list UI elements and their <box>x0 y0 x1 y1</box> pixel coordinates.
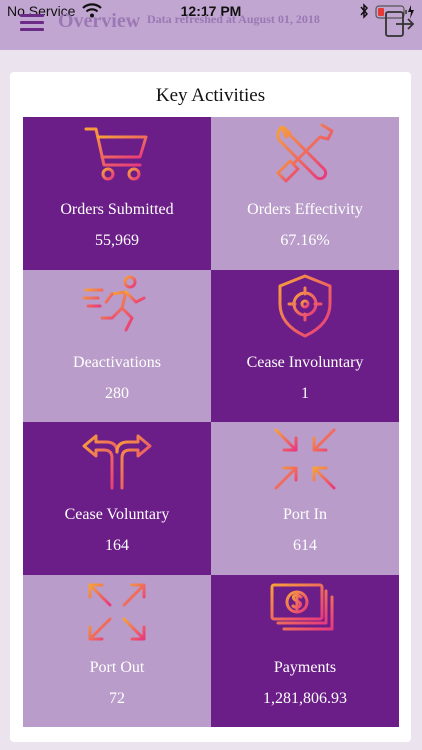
arrows-outward-icon <box>88 583 146 640</box>
tile-orders-effectivity[interactable]: Orders Effectivity 67.16% <box>211 117 399 270</box>
tile-value: 1 <box>301 384 309 402</box>
tile-value: 164 <box>105 537 129 554</box>
wifi-icon <box>82 3 102 18</box>
tile-value: 72 <box>109 689 125 707</box>
tile-cease-involuntary[interactable]: Cease Involuntary 1 <box>211 269 399 422</box>
tile-label: Payments <box>273 658 337 676</box>
tile-value: 614 <box>293 537 317 554</box>
menu-hamburger-icon[interactable] <box>20 14 44 32</box>
tile-port-out[interactable]: Port Out 72 <box>23 574 211 727</box>
app-header: No Service 12:17 PM Overview Data refres… <box>0 0 422 50</box>
tile-label: Cease Involuntary <box>246 353 364 371</box>
shield-target-icon <box>278 274 332 337</box>
logout-icon[interactable] <box>383 8 415 40</box>
split-arrows-icon <box>82 434 152 490</box>
tile-value: 280 <box>105 384 129 402</box>
refresh-timestamp: Data refreshed at August 01, 2018 <box>147 12 320 26</box>
tile-value: 67.16% <box>280 232 330 249</box>
tile-orders-submitted[interactable]: Orders Submitted 55,969 <box>23 117 211 270</box>
money-stack-icon <box>270 583 334 630</box>
bluetooth-icon <box>360 3 369 19</box>
tile-label: Orders Effectivity <box>247 201 363 218</box>
tile-payments[interactable]: Payments 1,281,806.93 <box>211 574 399 727</box>
running-person-icon <box>82 275 146 331</box>
tile-port-in[interactable]: Port In 614 <box>211 422 399 575</box>
tools-icon <box>276 123 334 183</box>
tile-label: Port In <box>283 506 327 523</box>
tile-cease-voluntary[interactable]: Cease Voluntary 164 <box>23 422 211 575</box>
clock-label: 12:17 PM <box>180 3 242 19</box>
battery-icon <box>375 5 414 19</box>
arrows-inward-icon <box>274 428 336 490</box>
tile-label: Deactivations <box>73 353 161 371</box>
card-title: Key Activities <box>155 85 266 106</box>
shopping-cart-icon <box>84 127 148 181</box>
tile-deactivations[interactable]: Deactivations 280 <box>23 269 211 422</box>
key-activities-card: Key Activities Orders Submitted 55,969 <box>10 72 411 742</box>
tile-label: Port Out <box>89 658 145 676</box>
tile-value: 55,969 <box>95 232 139 249</box>
tile-label: Cease Voluntary <box>64 506 170 523</box>
page-title: Overview <box>58 10 141 32</box>
activity-grid: Orders Submitted 55,969 Orders Effectivi… <box>23 117 399 727</box>
tile-label: Orders Submitted <box>60 201 174 218</box>
tile-value: 1,281,806.93 <box>263 689 347 707</box>
